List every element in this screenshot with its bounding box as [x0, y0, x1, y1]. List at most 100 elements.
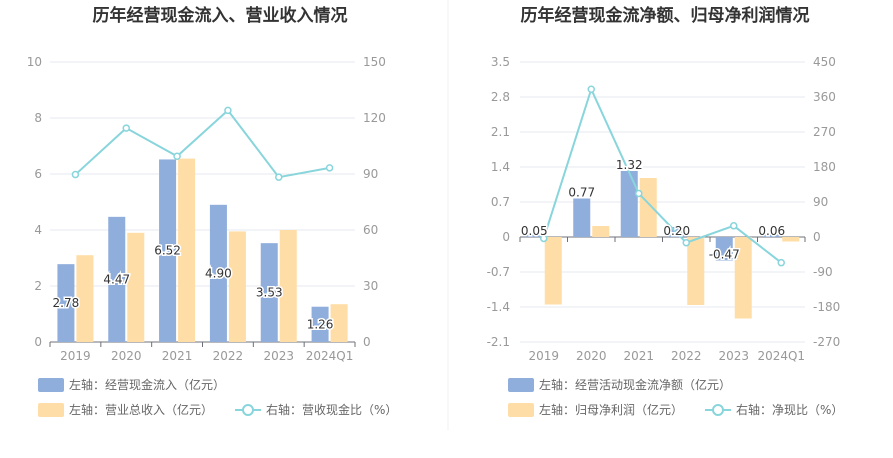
x-tick-label: 2022 [213, 349, 244, 363]
y-left-tick-label: 2.8 [491, 90, 510, 104]
data-label: 0.06 [758, 224, 785, 238]
legend-swatch [508, 378, 534, 392]
bar-series1 [228, 231, 246, 342]
y-right-tick-label: 450 [813, 55, 836, 69]
ratio-point [682, 238, 690, 247]
y-left-tick-label: 0 [502, 230, 510, 244]
bar-series1 [127, 232, 145, 342]
legend-label: 右轴：营收现金比（%） [266, 402, 397, 417]
bar-series1 [592, 226, 610, 237]
data-label: 1.32 [616, 158, 643, 172]
data-label: 2.78 [53, 296, 80, 310]
legend-label: 左轴：营业总收入（亿元） [69, 402, 213, 417]
x-tick-label: 2019 [60, 349, 91, 363]
bar-series1 [279, 230, 297, 342]
bar-series1 [76, 255, 94, 342]
x-tick-label: 2023 [263, 349, 294, 363]
bar-series0 [525, 234, 543, 237]
data-label: 4.47 [103, 272, 130, 286]
y-left-tick-label: 4 [34, 223, 42, 237]
y-right-tick-label: 120 [363, 111, 386, 125]
legend-swatch [508, 403, 534, 417]
legend-label: 左轴：经营现金流入（亿元） [69, 377, 225, 392]
bar-series0 [260, 243, 278, 342]
bar-series0 [159, 159, 177, 342]
y-right-tick-label: -90 [813, 265, 833, 279]
bar-series0 [57, 264, 75, 342]
ratio-point [275, 173, 283, 181]
data-label: 6.52 [154, 244, 181, 258]
legend-swatch [38, 403, 64, 417]
y-right-tick-label: 270 [813, 125, 836, 139]
data-label: 0.20 [663, 224, 690, 238]
data-label: 4.90 [205, 266, 232, 280]
data-label: 1.26 [307, 317, 334, 331]
ratio-point [730, 222, 738, 230]
legend-line-marker [242, 404, 254, 416]
chart-title: 历年经营现金流净额、归母净利润情况 [521, 5, 810, 26]
data-label: -0.47 [709, 248, 740, 262]
chart-title: 历年经营现金流入、营业收入情况 [93, 5, 348, 26]
y-right-tick-label: 90 [363, 167, 378, 181]
bar-series0 [573, 198, 591, 237]
y-right-tick-label: -270 [813, 335, 840, 349]
ratio-line [542, 86, 782, 264]
ratio-point [122, 124, 130, 132]
bar-series1 [639, 178, 657, 237]
y-left-tick-label: 2.1 [491, 125, 510, 139]
legend-line-marker [712, 404, 724, 416]
y-left-tick-label: 1.4 [491, 160, 510, 174]
legend-label: 左轴：经营活动现金流净额（亿元） [539, 377, 731, 392]
x-tick-label: 2021 [162, 349, 193, 363]
y-left-tick-label: -0.7 [487, 265, 510, 279]
ratio-point [777, 258, 785, 267]
bar-series1 [734, 237, 752, 319]
x-tick-label: 2020 [576, 349, 607, 363]
bar-series0 [209, 204, 227, 342]
y-left-tick-label: 10 [27, 55, 42, 69]
y-left-tick-label: 0.7 [491, 195, 510, 209]
data-label: 0.77 [568, 186, 595, 200]
x-tick-label: 2020 [111, 349, 142, 363]
y-right-tick-label: 0 [813, 230, 821, 244]
x-tick-label: 2021 [623, 349, 654, 363]
chart-cash-inflow-revenue: 历年经营现金流入、营业收入情况 0 2 4 6 8 10 0 30 60 90 120 150 2019 2… [27, 5, 397, 417]
ratio-point [71, 170, 80, 179]
ratio-point [224, 106, 232, 115]
x-tick-label: 2023 [718, 349, 749, 363]
bar-series1 [544, 237, 562, 305]
y-left-tick-label: 2 [34, 279, 42, 293]
ratio-point [587, 85, 595, 93]
bar-series0 [715, 237, 733, 261]
bar-series1 [782, 237, 800, 242]
y-right-tick-label: 60 [363, 223, 378, 237]
ratio-point [173, 152, 181, 161]
legend-swatch [38, 378, 64, 392]
legend-label: 左轴：归母净利润（亿元） [539, 402, 683, 417]
y-right-tick-label: 30 [363, 279, 378, 293]
ratio-point [325, 164, 334, 172]
x-tick-label: 2024Q1 [757, 349, 805, 363]
x-tick-label: 2019 [528, 349, 559, 363]
y-left-tick-label: 8 [34, 111, 42, 125]
y-right-tick-label: 150 [363, 55, 386, 69]
y-left-tick-label: -1.4 [487, 300, 510, 314]
data-label: 0.05 [521, 224, 548, 238]
chart-net-cashflow-profit: 历年经营现金流净额、归母净利润情况 -2.1 -1.4 -0.7 0 0.7 1.4 2.1 2… [487, 5, 843, 417]
bar-series1 [178, 158, 196, 342]
bar-series1 [687, 237, 705, 305]
x-tick-label: 2022 [671, 349, 702, 363]
y-right-tick-label: -180 [813, 300, 840, 314]
y-right-tick-label: 180 [813, 160, 836, 174]
bar-series1 [330, 304, 348, 342]
y-right-tick-label: 0 [363, 335, 371, 349]
bar-series0 [620, 171, 638, 237]
ratio-point [635, 189, 643, 198]
legend-label: 右轴：净现比（%） [736, 402, 843, 417]
data-label: 3.53 [256, 286, 283, 300]
bar-series0 [108, 216, 126, 342]
y-left-tick-label: 0 [34, 335, 42, 349]
y-left-tick-label: -2.1 [487, 335, 510, 349]
y-left-tick-label: 6 [34, 167, 42, 181]
